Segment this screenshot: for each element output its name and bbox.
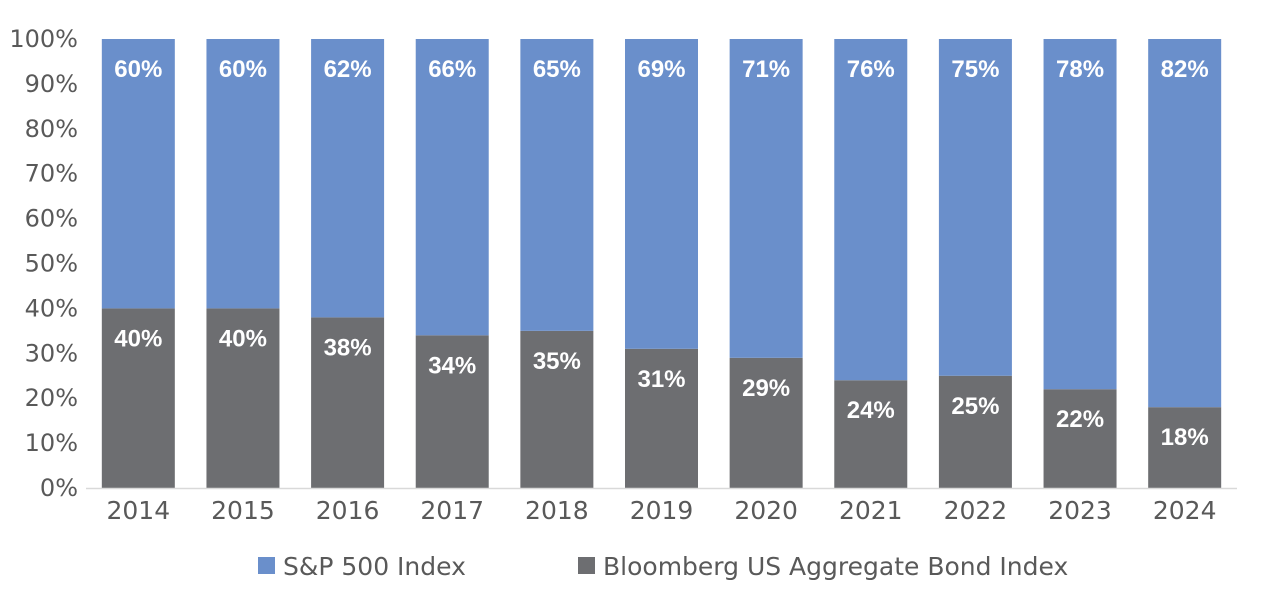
legend-swatch-bond [578, 557, 595, 574]
bar-segment-sp500-2021 [834, 39, 908, 381]
bar-segment-sp500-2014 [101, 39, 175, 309]
bar-segment-bond-2016 [311, 317, 385, 488]
bar-segment-bond-2014 [101, 308, 175, 488]
bar-segment-sp500-2024 [1148, 39, 1222, 408]
x-axis: 2014 2015 2016 2017 2018 2019 2020 2021 2022 2023… [86, 487, 1237, 525]
legend-swatch-sp500 [258, 557, 275, 574]
bar-segment-bond-2019 [625, 348, 698, 488]
y-tick-label: 10% [25, 429, 78, 457]
bar-segment-sp500-2015 [206, 39, 280, 309]
bar-segment-sp500-2022 [938, 39, 1012, 376]
data-label-bond-2015: 40% [219, 325, 267, 352]
bar-segment-bond-2023 [1043, 389, 1117, 488]
bar-segment-bond-2022 [938, 375, 1012, 488]
data-label-bond-2023: 22% [1056, 406, 1104, 433]
bar-segment-bond-2024 [1148, 407, 1222, 488]
y-tick-label: 60% [25, 205, 78, 233]
legend-label-bond: Bloomberg US Aggregate Bond Index [603, 552, 1068, 581]
x-tick-label: 2019 [630, 496, 694, 525]
x-tick-label: 2021 [839, 496, 903, 525]
bar-segment-bond-2017 [415, 335, 489, 488]
y-tick-label: 0% [40, 474, 78, 502]
data-label-sp500-2021: 76% [847, 56, 895, 83]
x-tick-label: 2016 [316, 496, 380, 525]
x-tick-label: 2022 [944, 496, 1008, 525]
data-label-sp500-2020: 71% [742, 56, 790, 83]
y-tick-label: 30% [25, 339, 78, 367]
data-label-bond-2021: 24% [847, 397, 895, 424]
bar-segment-bond-2018 [520, 330, 594, 488]
data-label-sp500-2014: 60% [114, 56, 162, 83]
bar-segment-sp500-2019 [625, 39, 698, 349]
bar-segment-bond-2020 [729, 357, 803, 488]
y-tick-label: 100% [9, 25, 78, 53]
bar-segment-bond-2015 [206, 308, 280, 488]
x-tick-label: 2020 [734, 496, 798, 525]
bar-segment-sp500-2017 [415, 39, 489, 336]
data-label-sp500-2017: 66% [428, 56, 476, 83]
bars [101, 39, 1222, 488]
x-tick-label: 2023 [1048, 496, 1112, 525]
legend: S&P 500 Index Bloomberg US Aggregate Bond… [258, 552, 1068, 581]
data-label-bond-2022: 25% [951, 393, 999, 420]
x-tick-label: 2018 [525, 496, 589, 525]
data-label-sp500-2015: 60% [219, 56, 267, 83]
data-label-bond-2017: 34% [428, 352, 476, 379]
data-label-bond-2018: 35% [533, 348, 581, 375]
data-label-bond-2020: 29% [742, 375, 790, 402]
x-tick-label: 2015 [211, 496, 275, 525]
data-labels: 40% 60% 40% 60% 38% 62% 34% 66% 35% 65% 31% 69% 29% 7… [114, 56, 1208, 451]
y-tick-label: 80% [25, 115, 78, 143]
y-tick-label: 50% [25, 250, 78, 278]
data-label-sp500-2022: 75% [951, 56, 999, 83]
x-tick-label: 2017 [420, 496, 484, 525]
data-label-sp500-2016: 62% [324, 56, 372, 83]
x-tick-label: 2024 [1153, 496, 1217, 525]
bar-segment-sp500-2016 [311, 39, 385, 318]
x-tick-label: 2014 [107, 496, 171, 525]
data-label-bond-2014: 40% [114, 325, 162, 352]
y-tick-label: 90% [25, 70, 78, 98]
data-label-bond-2024: 18% [1161, 424, 1209, 451]
data-label-bond-2019: 31% [637, 366, 685, 393]
y-tick-label: 20% [25, 384, 78, 412]
bar-segment-bond-2021 [834, 380, 908, 488]
legend-label-sp500: S&P 500 Index [283, 552, 466, 581]
bar-segment-sp500-2020 [729, 39, 803, 358]
y-axis: 0% 10% 20% 30% 40% 50% 60% 70% 80% 90% 100% [9, 25, 78, 502]
data-label-sp500-2023: 78% [1056, 56, 1104, 83]
y-tick-label: 40% [25, 294, 78, 322]
bar-segment-sp500-2023 [1043, 39, 1117, 390]
data-label-sp500-2024: 82% [1161, 56, 1209, 83]
y-tick-label: 70% [25, 160, 78, 188]
data-label-sp500-2019: 69% [637, 56, 685, 83]
bar-segment-sp500-2018 [520, 39, 594, 331]
data-label-bond-2016: 38% [324, 334, 372, 361]
data-label-sp500-2018: 65% [533, 56, 581, 83]
